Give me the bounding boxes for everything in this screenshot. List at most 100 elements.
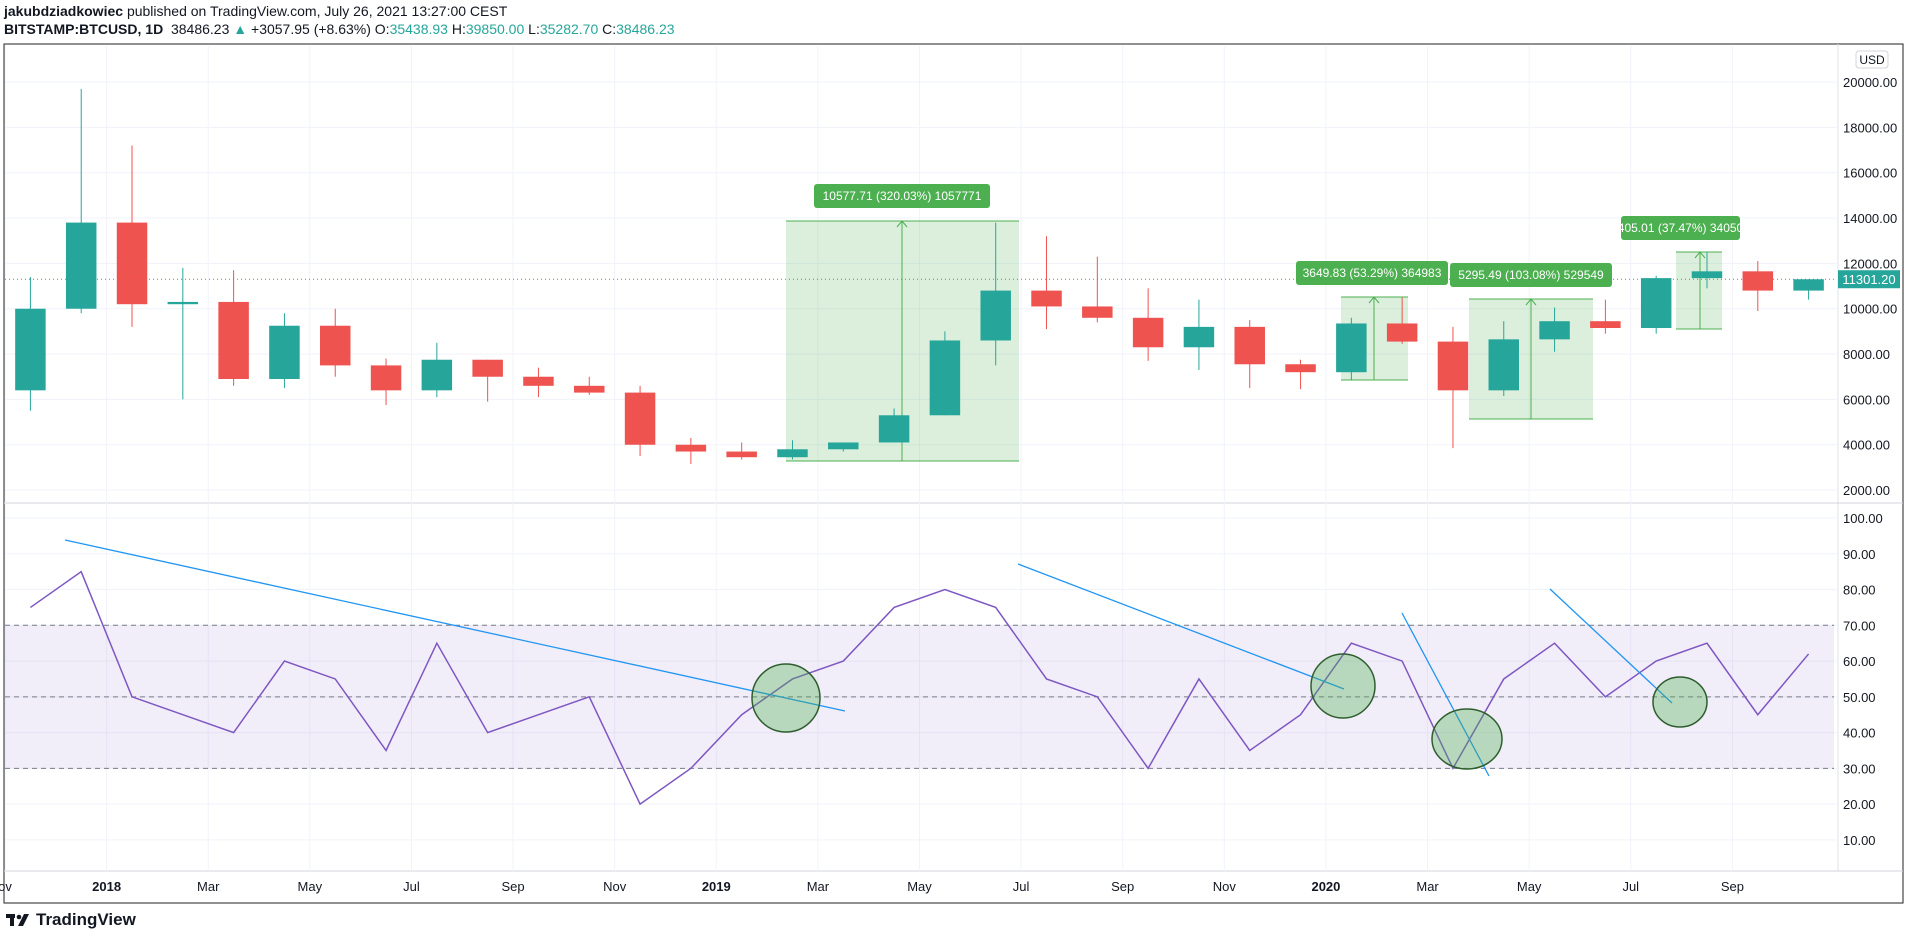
change: +3057.95 (+8.63%) <box>251 21 371 37</box>
candle-body <box>980 290 1011 341</box>
symbol: BITSTAMP:BTCUSD, 1D <box>4 21 164 37</box>
measure-label-box <box>1296 261 1448 285</box>
candle-body <box>777 449 808 458</box>
x-tick-label: Sep <box>1721 879 1744 894</box>
x-tick-label: Sep <box>1111 879 1134 894</box>
trendline <box>1401 612 1490 777</box>
measure-arrowhead <box>1694 251 1706 259</box>
trendline <box>1017 563 1345 690</box>
x-tick-label: May <box>298 879 323 894</box>
candle-body <box>675 444 707 452</box>
highlight-circle <box>1652 676 1708 728</box>
measure-label-box <box>1450 263 1612 287</box>
ohlc-label: L: <box>528 21 540 37</box>
candle-body <box>726 451 757 458</box>
candle-body <box>1590 321 1621 328</box>
candle-body <box>472 359 503 377</box>
candle-body <box>828 442 859 450</box>
measure-box <box>1676 252 1722 329</box>
x-tick-label: Jul <box>403 879 420 894</box>
logo <box>6 914 29 926</box>
y-tick-label: 90.00 <box>1843 547 1876 562</box>
measure-label: 10577.71 (320.03%) 1057771 <box>823 189 982 203</box>
candle-body <box>1691 271 1723 279</box>
ohlc-value: 38486.23 <box>616 21 675 37</box>
x-tick-label: ov <box>0 879 12 894</box>
last-price-label: 11301.20 <box>1842 272 1895 287</box>
y-tick-label: 14000.00 <box>1843 211 1897 226</box>
candle-body <box>1640 278 1672 328</box>
measure-label: 5295.49 (103.08%) 529549 <box>1458 268 1604 282</box>
y-tick-label: 70.00 <box>1843 618 1876 633</box>
candle-body <box>929 340 961 416</box>
y-tick-label: 100.00 <box>1843 511 1883 526</box>
arrow: ▲ <box>233 21 248 37</box>
measure-arrowhead <box>1368 296 1380 304</box>
x-tick-label: Nov <box>603 879 627 894</box>
candle-body <box>167 301 199 305</box>
published: published on TradingView.com, July 26, 2… <box>126 3 508 19</box>
footer: TradingView <box>6 910 136 930</box>
last-price-box <box>1838 270 1900 289</box>
highlight-circle <box>1310 653 1376 719</box>
candle-body <box>1285 364 1316 373</box>
y-tick-label: 10.00 <box>1843 833 1876 848</box>
candle-body <box>1082 306 1113 318</box>
candle-body <box>624 392 656 445</box>
y-tick-label: 18000.00 <box>1843 120 1897 135</box>
candle-body <box>1742 271 1774 291</box>
candle-body <box>370 365 402 391</box>
candle-body <box>878 415 910 443</box>
y-tick-label: 20000.00 <box>1843 75 1897 90</box>
ohlc-label: H: <box>451 21 466 37</box>
candle-body <box>574 385 605 393</box>
ohlc-label: C: <box>602 21 617 37</box>
trendline <box>1549 588 1673 704</box>
x-tick-label: Nov <box>1213 879 1237 894</box>
candle-body <box>1539 321 1570 340</box>
candle-body <box>15 308 46 391</box>
measure-label-box <box>814 184 990 208</box>
currency: USD <box>1859 53 1885 67</box>
x-tick-label: May <box>1517 879 1542 894</box>
candle-body <box>116 222 148 305</box>
chart-frame <box>3 43 1904 904</box>
y-tick-label: 60.00 <box>1843 654 1876 669</box>
candle-body <box>523 376 554 386</box>
candle-body <box>65 222 97 309</box>
candle-body <box>218 301 249 380</box>
x-tick-label: Mar <box>1416 879 1439 894</box>
y-tick-label: 2000.00 <box>1843 483 1890 498</box>
ohlc-label: O: <box>374 21 390 37</box>
brand: TradingView <box>36 910 136 929</box>
candle-body <box>421 359 453 391</box>
publish-line: jakubdziadkowiec published on TradingVie… <box>4 2 675 20</box>
x-tick-label: 2018 <box>92 879 121 894</box>
x-tick-label: Mar <box>197 879 220 894</box>
header: jakubdziadkowiec published on TradingVie… <box>4 2 675 38</box>
candle-body <box>1031 290 1062 307</box>
measure-label: 3405.01 (37.47%) 340501 <box>1611 221 1750 235</box>
y-tick-label: 6000.00 <box>1843 392 1890 407</box>
candle-body <box>1336 323 1367 373</box>
candle-body <box>319 325 351 366</box>
y-tick-label: 80.00 <box>1843 583 1876 598</box>
measure-label: 3649.83 (53.29%) 364983 <box>1303 266 1442 280</box>
ohlc-value: 35282.70 <box>539 21 599 37</box>
candle-body <box>1488 339 1520 391</box>
candle-body <box>1793 279 1824 291</box>
measure-arrowhead <box>1525 298 1537 306</box>
y-tick-label: 8000.00 <box>1843 347 1890 362</box>
y-tick-label: 40.00 <box>1843 726 1876 741</box>
x-tick-label: Mar <box>807 879 830 894</box>
candle-body <box>1183 326 1215 348</box>
y-tick-label: 20.00 <box>1843 797 1876 812</box>
measure-arrowhead <box>896 220 908 228</box>
x-tick-label: Jul <box>1013 879 1030 894</box>
candle-body <box>1132 317 1164 348</box>
x-tick-label: May <box>907 879 932 894</box>
candle-body <box>269 325 300 380</box>
y-tick-label: 10000.00 <box>1843 302 1897 317</box>
